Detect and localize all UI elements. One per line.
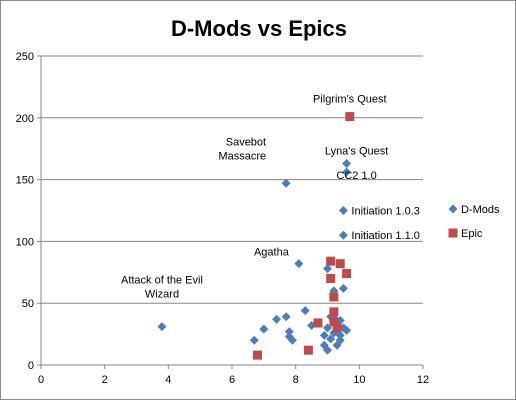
data-point-dmods — [287, 335, 297, 345]
x-axis-ticks: 0 2 4 6 8 10 12 — [38, 365, 429, 386]
data-point-dmods — [272, 314, 282, 324]
legend-marker-epic — [448, 228, 458, 238]
data-point-dmods — [319, 330, 329, 340]
data-point-dmods — [335, 330, 345, 340]
y-tick-label: 200 — [16, 113, 34, 125]
data-point-dmods — [342, 167, 352, 177]
data-point-epic — [252, 350, 262, 360]
annotation-label: Wizard — [145, 289, 179, 301]
data-point-epic — [326, 256, 336, 266]
data-point-dmods — [342, 159, 352, 169]
annotation-label: Attack of the Evil — [121, 275, 203, 287]
x-tick-label: 4 — [165, 374, 171, 386]
data-point-dmods — [281, 178, 291, 188]
annotation-label: Initiation 1.1.0 — [351, 230, 420, 242]
legend-label: D-Mods — [461, 204, 500, 216]
annotation-label: Massacre — [218, 150, 266, 162]
data-point-dmods — [281, 312, 291, 322]
data-point-dmods — [326, 334, 336, 344]
data-point-dmods — [323, 345, 332, 355]
x-tick-label: 8 — [293, 374, 299, 386]
x-tick-label: 2 — [102, 374, 108, 386]
annotation-label: Agatha — [254, 247, 290, 259]
data-point-dmods — [323, 264, 332, 274]
y-tick-label: 0 — [28, 360, 34, 372]
data-point-dmods — [342, 325, 352, 335]
data-point-dmods — [338, 206, 348, 215]
x-tick-label: 12 — [417, 374, 429, 386]
annotations: Pilgrim's Quest Savebot Massacre Lyna's Que… — [121, 94, 420, 301]
x-tick-label: 6 — [229, 374, 235, 386]
legend: D-Mods Epic — [448, 204, 500, 240]
data-point-dmods — [249, 335, 259, 345]
data-point-dmods — [284, 327, 294, 337]
annotation-label: Lyna's Quest — [325, 146, 388, 158]
annotation-label: Pilgrim's Quest — [313, 94, 387, 106]
data-point-epic — [329, 307, 339, 317]
data-point-dmods — [300, 306, 310, 316]
y-axis-ticks: 0 50 100 150 200 250 — [16, 51, 41, 372]
data-point-epic — [329, 317, 339, 327]
annotation-label: Savebot — [226, 136, 266, 148]
gridlines — [41, 55, 423, 304]
data-point-dmods — [338, 283, 348, 293]
data-point-epic — [345, 112, 355, 122]
data-point-epic — [342, 269, 352, 279]
y-tick-label: 50 — [22, 298, 34, 310]
data-point-epic — [326, 273, 336, 283]
data-point-dmods — [294, 259, 304, 269]
data-point-epic — [335, 259, 345, 269]
data-point-dmods — [335, 335, 345, 345]
x-tick-label: 10 — [353, 374, 365, 386]
legend-label: Epic — [461, 228, 483, 240]
data-point-dmods — [259, 324, 269, 334]
annotation-label: CC2 1.0 — [336, 170, 376, 182]
data-point-epic — [303, 345, 313, 355]
chart-title: D-Mods vs Epics — [171, 16, 347, 41]
data-points — [157, 112, 355, 360]
y-tick-label: 100 — [16, 236, 34, 248]
data-point-epic — [313, 318, 323, 328]
data-point-dmods — [157, 322, 167, 332]
x-tick-label: 0 — [38, 374, 44, 386]
data-point-dmods — [338, 230, 348, 240]
y-tick-label: 150 — [16, 175, 34, 187]
annotation-label: Initiation 1.0.3 — [351, 206, 420, 218]
legend-marker-dmods — [448, 204, 458, 214]
y-tick-label: 250 — [16, 51, 34, 63]
data-point-epic — [332, 323, 342, 333]
data-point-epic — [329, 292, 339, 302]
